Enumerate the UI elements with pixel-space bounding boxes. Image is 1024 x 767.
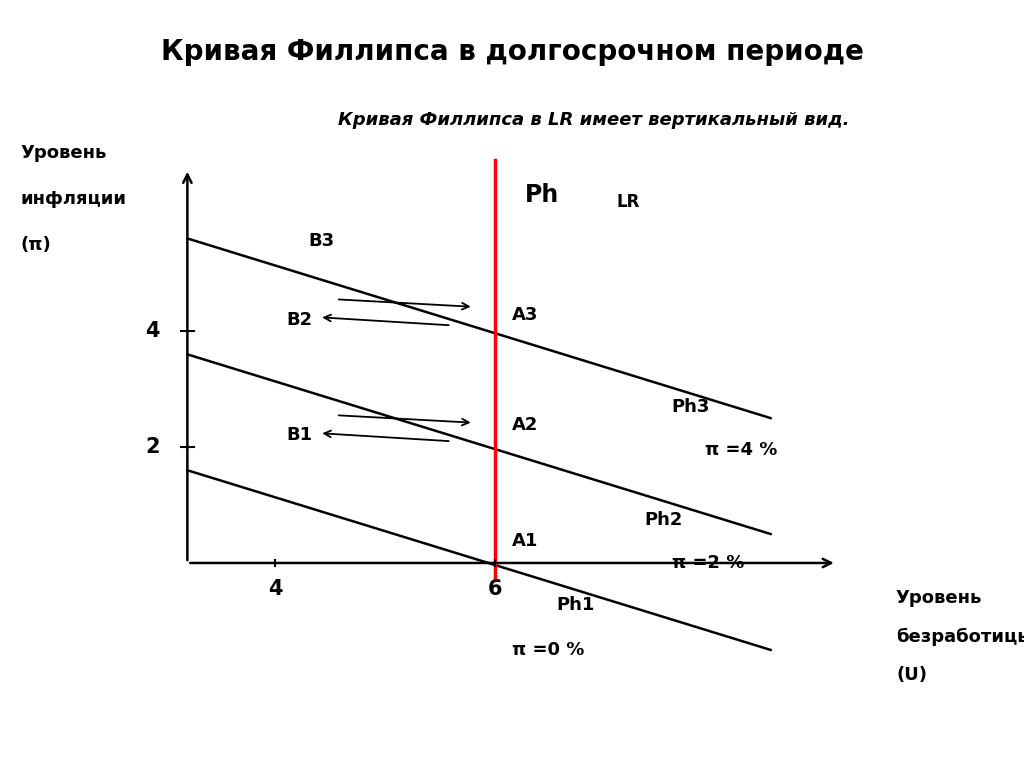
Text: Кривая Филлипса в LR имеет вертикальный вид.: Кривая Филлипса в LR имеет вертикальный …	[338, 111, 850, 129]
Text: 2: 2	[145, 437, 160, 457]
Text: инфляции: инфляции	[20, 190, 127, 209]
Text: A1: A1	[512, 532, 539, 550]
Text: Кривая Филлипса в долгосрочном периоде: Кривая Филлипса в долгосрочном периоде	[161, 38, 863, 67]
Text: (π): (π)	[20, 236, 51, 255]
Text: LR: LR	[616, 193, 640, 211]
Text: A2: A2	[512, 416, 539, 434]
Text: B1: B1	[287, 426, 312, 445]
Text: B3: B3	[308, 232, 335, 250]
Text: Уровень: Уровень	[896, 589, 982, 607]
Text: π =0 %: π =0 %	[512, 641, 585, 659]
Text: 4: 4	[145, 321, 160, 341]
Text: Уровень: Уровень	[20, 144, 106, 163]
Text: Ph: Ph	[525, 183, 559, 207]
Text: Ph1: Ph1	[556, 596, 594, 614]
Text: B2: B2	[287, 311, 312, 328]
Text: Ph2: Ph2	[644, 511, 682, 528]
Text: Ph3: Ph3	[672, 397, 710, 416]
Text: 6: 6	[488, 579, 503, 599]
Text: (U): (U)	[896, 666, 927, 684]
Text: π =2 %: π =2 %	[672, 554, 743, 572]
Text: π =4 %: π =4 %	[705, 441, 777, 459]
Text: безработицы: безработицы	[896, 627, 1024, 646]
Text: A3: A3	[512, 306, 539, 324]
Text: 4: 4	[268, 579, 283, 599]
